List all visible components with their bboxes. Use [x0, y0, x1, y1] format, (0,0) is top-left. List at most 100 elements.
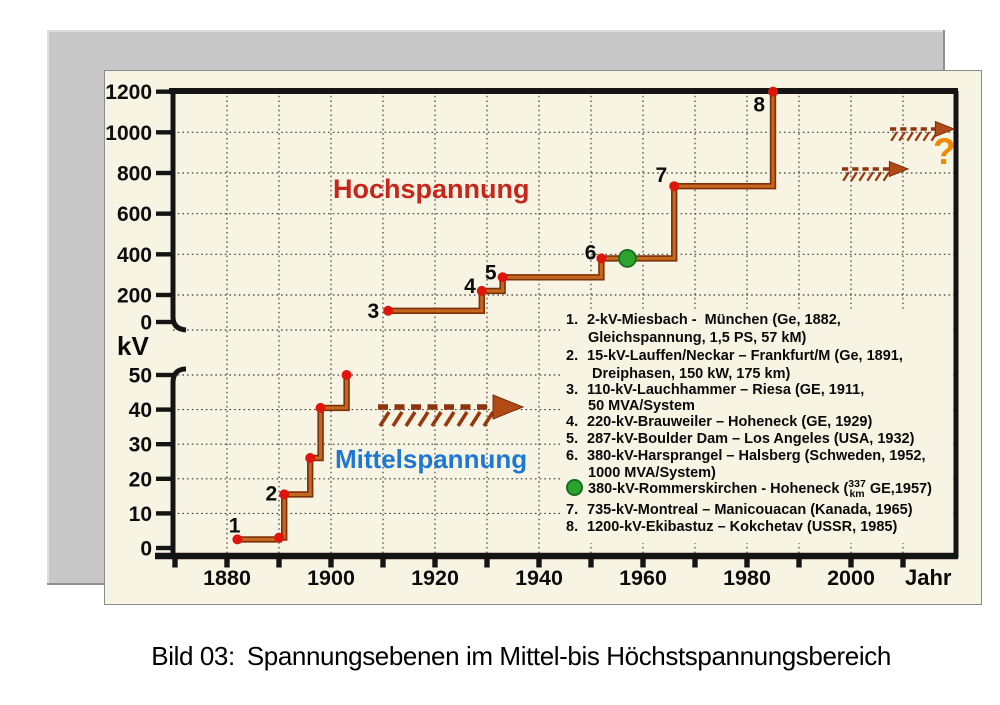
- y-axis-tick-label: 600: [117, 203, 152, 226]
- x-axis-tick: [900, 558, 906, 568]
- x-axis-tick: [536, 558, 542, 568]
- legend: 1. 2-kV-Miesbach - München (Ge, 1882, Glei…: [560, 311, 953, 543]
- y-axis-tick-label: 800: [117, 163, 152, 186]
- green-milestone-dot: [618, 249, 637, 268]
- y-axis-tick-label: 0: [140, 538, 152, 561]
- milestone-dot: [279, 489, 290, 500]
- legend-line: Gleichspannung, 1,5 PS, 57 kM): [588, 330, 807, 346]
- arrow-hatch: [404, 411, 417, 427]
- km-fraction: 337 km: [848, 478, 866, 500]
- y-axis-tick-label: 200: [117, 285, 152, 308]
- y-axis-tick-label: 1200: [105, 81, 152, 104]
- legend-line: 5. 287-kV-Boulder Dam – Los Angeles (USA,…: [566, 431, 915, 447]
- step-line: [237, 375, 349, 541]
- y-axis-tick-label: 1000: [105, 122, 152, 145]
- milestone-number: 7: [656, 164, 668, 187]
- y-axis-tick: [156, 211, 173, 216]
- step-line: [388, 91, 775, 313]
- milestone-number: 4: [464, 275, 476, 298]
- milestone-number: 1: [229, 514, 241, 537]
- y-axis-tick: [156, 292, 173, 298]
- figure-caption: Bild 03: Spannungsebenen im Mittel-bis Hö…: [124, 610, 891, 703]
- y-axis-tick: [156, 252, 173, 257]
- legend-line: 1. 2-kV-Miesbach - München (Ge, 1882,: [566, 312, 841, 328]
- arrow-hatch: [842, 171, 850, 182]
- x-axis-tick: [640, 558, 646, 568]
- milestone-dot: [497, 272, 508, 283]
- x-axis-tick: [224, 558, 230, 568]
- y-axis-tick: [156, 319, 173, 325]
- arrow-hatch: [914, 131, 922, 142]
- legend-item-number: 2.: [566, 348, 579, 364]
- y-axis-upper: [170, 88, 187, 333]
- x-axis-tick: [796, 558, 802, 568]
- legend-item-number: 5.: [566, 431, 579, 447]
- future-arrow-icon: [888, 160, 910, 178]
- milestone-dot: [274, 532, 284, 543]
- x-axis-tick: [692, 558, 698, 568]
- milestone-dot: [383, 305, 394, 316]
- x-axis-tick-label: 1960: [619, 566, 667, 590]
- milestone-dot: [768, 86, 778, 97]
- x-axis-tick: [328, 558, 334, 568]
- arrow-hatch: [391, 411, 404, 427]
- legend-item-number: 6.: [566, 448, 579, 464]
- future-arrow-icon: [934, 120, 956, 138]
- y-axis-tick-label: 400: [117, 244, 152, 267]
- question-mark: ?: [933, 131, 956, 172]
- legend-line: 4. 220-kV-Brauweiler – Hoheneck (GE, 1929…: [566, 414, 873, 430]
- legend-line: 2. 15-kV-Lauffen/Neckar – Frankfurt/M (Ge…: [566, 348, 903, 364]
- y-axis-tick: [156, 89, 173, 94]
- x-axis-tick: [276, 558, 282, 568]
- y-axis-tick: [156, 545, 173, 551]
- y-axis-tick: [156, 442, 173, 447]
- milestone-dot: [232, 534, 243, 545]
- kv-unit-label: kV: [117, 331, 149, 361]
- arrow-hatch: [890, 131, 898, 142]
- hochspannung-label: Hochspannung: [333, 174, 530, 204]
- arrow-hatch: [417, 411, 430, 427]
- x-axis-tick: [432, 558, 438, 568]
- x-axis-tick-label: 1940: [515, 566, 563, 590]
- legend-item-number: 3.: [566, 382, 579, 398]
- y-axis-tick: [156, 372, 173, 378]
- x-axis-tick: [380, 558, 386, 568]
- arrow-hatch: [906, 131, 914, 142]
- caption-prefix: Bild 03:: [151, 641, 235, 671]
- legend-item-number: 1.: [566, 312, 579, 328]
- arrow-hatch: [469, 411, 482, 427]
- arrow-hatch: [850, 171, 858, 182]
- milestone-number: 8: [753, 94, 765, 117]
- chart-panel: 1200 1000 800 600 400 200 0 50 40 30 20 10 0 1880 1900…: [104, 70, 982, 605]
- x-axis-tick-label: 1920: [411, 566, 459, 590]
- arrow-hatch: [922, 131, 930, 142]
- arrow-hatch: [482, 411, 495, 427]
- legend-line: Dreiphasen, 150 kW, 175 km): [588, 366, 791, 382]
- arrow-hatch: [898, 131, 906, 142]
- milestone-dot: [341, 370, 352, 380]
- mittelspannung-label: Mittelspannung: [335, 444, 528, 474]
- arrow-hatch: [443, 411, 456, 427]
- legend-line: 8. 1200-kV-Ekibastuz – Kokchetav (USSR, 1…: [566, 519, 898, 535]
- milestone-dot: [669, 181, 680, 192]
- milestone-dot: [315, 402, 326, 413]
- x-axis-tick-label: 1900: [307, 566, 355, 590]
- arrow-hatch: [456, 411, 469, 427]
- y-axis-tick: [156, 476, 173, 481]
- legend-item-number: 7.: [566, 502, 579, 518]
- x-axis-tick: [172, 558, 178, 568]
- y-axis-tick: [156, 170, 173, 176]
- jahr-axis-label: Jahr: [905, 565, 952, 590]
- y-axis-tick-label: 0: [140, 312, 152, 335]
- y-axis-lower: [170, 366, 187, 556]
- milestone-dot: [596, 253, 607, 264]
- y-axis-tick: [156, 511, 173, 516]
- y-axis-tick-label: 40: [129, 399, 152, 422]
- x-axis-tick: [744, 558, 750, 568]
- future-arrow-icon: [492, 394, 525, 420]
- arrow-hatch: [858, 171, 866, 182]
- y-axis-tick-label: 30: [129, 434, 152, 457]
- x-axis-tick-label: 1880: [203, 566, 251, 590]
- milestone-number: 3: [368, 300, 380, 323]
